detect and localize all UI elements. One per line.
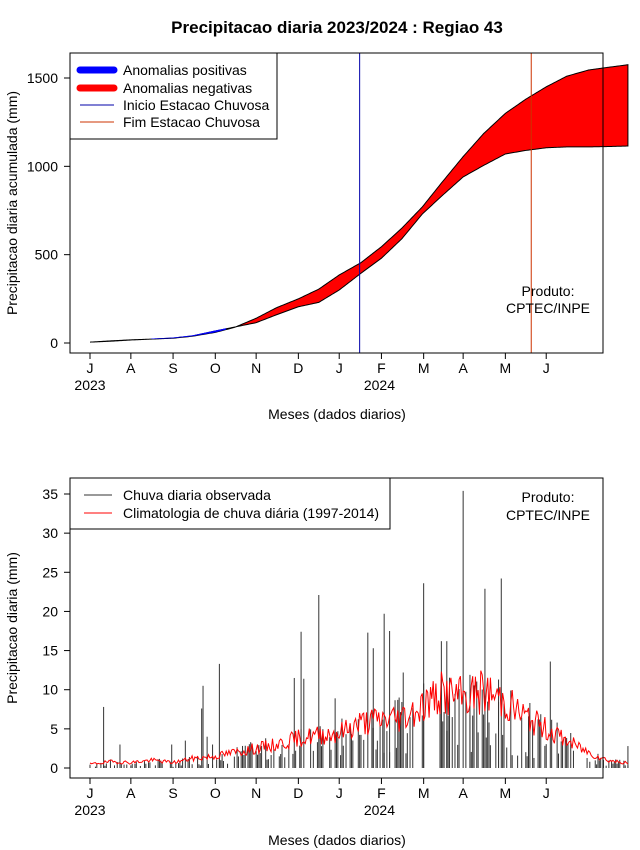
x-tick-label: N (251, 360, 261, 376)
y-tick-label: 25 (42, 564, 58, 580)
x-tick-label: A (126, 360, 136, 376)
y-tick-label: 30 (42, 525, 58, 541)
x-tick-label: A (458, 785, 468, 801)
x-tick-label: N (251, 785, 261, 801)
y-tick-label: 500 (35, 247, 59, 263)
negative-anomaly-area (89, 64, 629, 343)
x-tick-label: J (543, 785, 550, 801)
y-tick-label: 10 (42, 682, 58, 698)
x-tick-label: A (126, 785, 136, 801)
y-tick-label: 5 (50, 721, 58, 737)
bottom-legend-box (69, 477, 391, 530)
x-tick-label: J (87, 785, 94, 801)
year-label-2023: 2023 (74, 802, 105, 818)
x-tick-label: J (543, 360, 550, 376)
positive-anomaly-area (151, 328, 227, 340)
x-tick-label: M (500, 360, 512, 376)
y-tick-label: 35 (42, 486, 58, 502)
x-tick-label: A (458, 360, 468, 376)
bottom-legend: Chuva diaria observada Climatologia de c… (69, 477, 391, 530)
y-tick-label: 0 (50, 760, 58, 776)
legend-label-start: Inicio Estacao Chuvosa (123, 97, 270, 113)
legend-label-observed: Chuva diaria observada (123, 487, 271, 503)
product-label-bottom: Produto: (522, 489, 575, 505)
x-tick-label: D (293, 785, 303, 801)
product-label-top: Produto: (522, 283, 575, 299)
x-tick-label: O (210, 360, 221, 376)
x-tick-label: J (336, 785, 343, 801)
x-tick-label: S (168, 360, 177, 376)
year-label-2024: 2024 (364, 377, 395, 393)
climatology-line (89, 670, 629, 765)
x-tick-label: M (418, 360, 430, 376)
bottom-x-axis-label: Meses (dados diarios) (268, 832, 406, 848)
x-tick-label: S (168, 785, 177, 801)
x-tick-label: F (377, 360, 386, 376)
legend-label-climatology: Climatologia de chuva diária (1997-2014) (123, 505, 379, 521)
top-legend: Anomalias positivas Anomalias negativas … (69, 52, 278, 140)
year-label-2023: 2023 (74, 377, 105, 393)
x-tick-label: F (377, 785, 386, 801)
year-label-2024: 2024 (364, 802, 395, 818)
x-tick-label: J (87, 360, 94, 376)
x-tick-label: J (336, 360, 343, 376)
y-tick-label: 15 (42, 643, 58, 659)
y-tick-label: 1000 (27, 158, 58, 174)
bottom-y-axis-label: Precipitacao diaria (mm) (4, 552, 20, 704)
product-source-top: CPTEC/INPE (506, 300, 590, 316)
top-y-axis-label: Precipitacao diaria acumulada (mm) (4, 91, 20, 315)
y-tick-label: 20 (42, 603, 58, 619)
legend-label-end: Fim Estacao Chuvosa (123, 114, 260, 130)
legend-label-positive: Anomalias positivas (123, 62, 247, 78)
chart-title: Precipitacao diaria 2023/2024 : Regiao 4… (171, 18, 503, 37)
y-tick-label: 0 (50, 335, 58, 351)
x-tick-label: M (418, 785, 430, 801)
x-tick-label: D (293, 360, 303, 376)
y-tick-label: 1500 (27, 70, 58, 86)
product-source-bottom: CPTEC/INPE (506, 507, 590, 523)
x-tick-label: M (500, 785, 512, 801)
legend-label-negative: Anomalias negativas (123, 80, 252, 96)
x-tick-label: O (210, 785, 221, 801)
top-x-axis-label: Meses (dados diarios) (268, 406, 406, 422)
